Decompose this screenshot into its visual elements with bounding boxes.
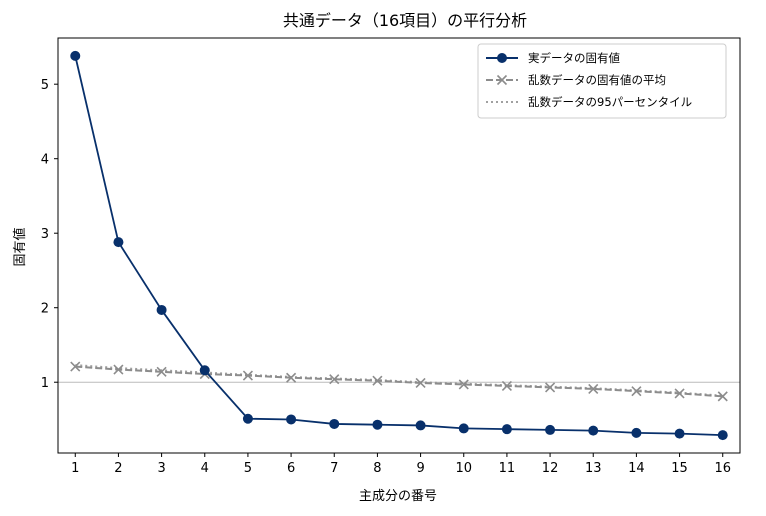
y-tick-label: 3 (41, 227, 49, 242)
legend-item: 乱数データの固有値の平均 (486, 73, 666, 87)
data-point (588, 425, 599, 436)
x-tick-label: 6 (287, 461, 295, 476)
data-point (70, 361, 81, 372)
legend-box (477, 43, 727, 119)
plot-frame (57, 37, 741, 454)
series-line (75, 365, 723, 398)
data-point (458, 379, 469, 390)
x-tick-label: 1 (71, 461, 79, 476)
data-point (156, 366, 167, 377)
data-point (458, 423, 469, 434)
data-point (545, 424, 556, 435)
data-point (113, 364, 124, 375)
y-axis-label: 固有値 (12, 227, 28, 266)
plot-area: 1 2 3 4 5 6 7 8 9 10 11 12 13 14 15 1612345実データの固有値乱数デー… (41, 37, 741, 476)
data-point (329, 418, 340, 429)
x-tick-label: 14 (628, 461, 645, 476)
series-line (74, 55, 723, 437)
series-1 (70, 50, 728, 441)
y-tick-label: 1 (41, 376, 49, 391)
legend-label: 乱数データの95パーセンタイル (528, 95, 692, 109)
data-point (286, 372, 297, 383)
data-point (674, 428, 685, 439)
data-point (545, 382, 556, 393)
x-tick-label: 9 (416, 461, 424, 476)
data-point (415, 420, 426, 431)
y-tick-label: 2 (41, 302, 49, 317)
x-tick-label: 10 (455, 461, 472, 476)
data-point (631, 386, 642, 397)
data-point (242, 413, 253, 424)
x-tick-label: 15 (671, 461, 688, 476)
legend-marker (497, 53, 507, 63)
chart-title: 共通データ（16項目）の平行分析 (283, 11, 527, 30)
data-point (286, 414, 297, 425)
data-point (501, 424, 512, 435)
data-point (329, 374, 340, 385)
data-point (156, 304, 167, 315)
data-point (70, 50, 81, 61)
legend-label: 実データの固有値 (528, 51, 620, 65)
x-tick-label: 8 (373, 461, 381, 476)
data-point (631, 427, 642, 438)
x-tick-label: 3 (157, 461, 165, 476)
x-tick-label: 13 (585, 461, 602, 476)
data-point (113, 237, 124, 248)
data-point (199, 365, 210, 376)
x-tick-label: 12 (542, 461, 559, 476)
x-axis-label: 主成分の番号 (359, 489, 437, 504)
x-tick-label: 11 (499, 461, 516, 476)
y-tick-label: 4 (41, 153, 49, 168)
legend-label: 乱数データの固有値の平均 (528, 73, 666, 87)
data-point (717, 391, 728, 402)
x-tick-label: 16 (714, 461, 731, 476)
x-tick-label: 7 (330, 461, 338, 476)
data-point (242, 370, 253, 381)
x-tick-label: 4 (201, 461, 209, 476)
y-tick-label: 5 (41, 78, 49, 93)
data-point (674, 388, 685, 399)
x-tick-label: 2 (114, 461, 122, 476)
data-point (717, 430, 728, 441)
legend-item: 実データの固有値 (486, 51, 620, 65)
data-point (501, 380, 512, 392)
data-point (415, 377, 426, 389)
data-point (372, 375, 383, 386)
data-point (372, 419, 383, 430)
series-2 (70, 361, 728, 402)
legend-marker (496, 74, 508, 86)
x-tick-label: 5 (244, 461, 252, 476)
legend-item: 乱数データの95パーセンタイル (486, 95, 692, 109)
data-point (588, 383, 599, 394)
